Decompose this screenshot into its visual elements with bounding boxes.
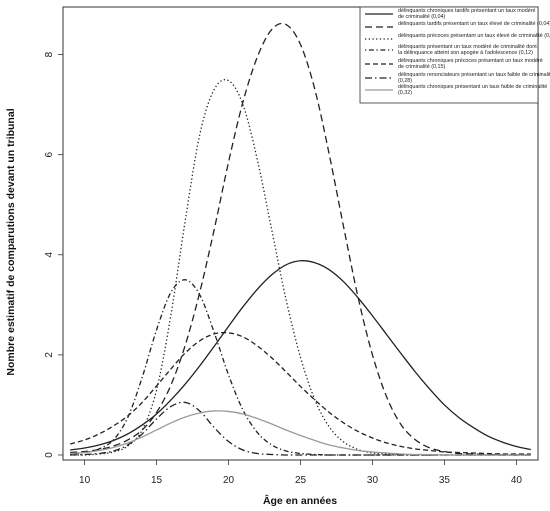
legend-box — [359, 6, 539, 104]
series-line-4 — [70, 279, 531, 456]
x-tick-label: 15 — [151, 475, 163, 486]
y-tick-label: 8 — [44, 51, 55, 57]
x-tick-label: 30 — [367, 475, 379, 486]
legend-label-4: la délinquance atteint son apogée à l’ad… — [398, 50, 533, 56]
y-axis-title: Nombre estimatif de comparutions devant … — [5, 108, 17, 375]
x-axis-title: Âge en années — [263, 494, 337, 507]
legend-label-7: (0,32) — [398, 90, 412, 96]
series-layer — [70, 22, 531, 456]
legend-label-6: (0,28) — [398, 78, 412, 84]
legend-label-5: de criminalité (0,15) — [398, 64, 446, 70]
x-tick-label: 25 — [295, 475, 307, 486]
y-tick-label: 6 — [44, 151, 55, 157]
series-line-7 — [70, 410, 531, 456]
series-line-5 — [70, 331, 531, 455]
series-line-2 — [70, 22, 531, 456]
legend-label-4: délinquants présentant un taux modéré de… — [398, 44, 537, 50]
axis-layer: 10 15 20 25 30 35 40 0 2 4 6 8 — [44, 51, 522, 486]
legend-label-6: délinquants renonciateurs présentant un … — [398, 72, 550, 78]
series-line-3 — [70, 79, 531, 456]
x-tick-label: 40 — [511, 475, 523, 486]
legend-label-7: délinquants chroniques présentant un tau… — [398, 84, 547, 90]
y-tick-label: 2 — [44, 352, 55, 358]
legend-label-3: délinquants précoces présentant un taux … — [398, 33, 550, 39]
series-line-6 — [70, 401, 531, 456]
legend-label-1: délinquants chroniques tardifs présentan… — [398, 8, 536, 14]
x-tick-label: 20 — [223, 475, 235, 486]
series-line-1 — [70, 260, 531, 451]
x-tick-label: 35 — [439, 475, 451, 486]
y-tick-label: 0 — [44, 452, 55, 458]
legend-label-2: délinquants tardifs présentant un taux é… — [398, 21, 550, 27]
legend: délinquants chroniques tardifs présentan… — [359, 6, 550, 104]
legend-label-5: délinquants chroniques précoces présenta… — [398, 58, 543, 64]
legend-label-1: de criminalité (0,04) — [398, 14, 446, 20]
y-tick-label: 4 — [44, 252, 55, 258]
x-tick-label: 10 — [79, 475, 91, 486]
